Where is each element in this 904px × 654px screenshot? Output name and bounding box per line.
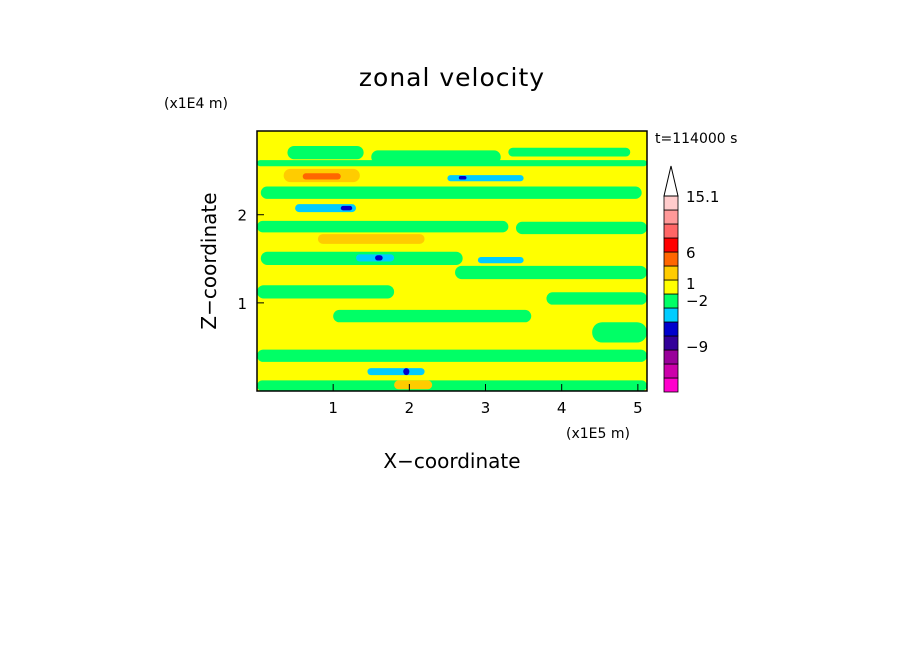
x-tick-label: 1	[328, 399, 338, 417]
time-label: t=114000 s	[655, 131, 737, 147]
colorbar-swatch	[663, 265, 679, 281]
contour-regions	[257, 145, 647, 391]
colorbar-swatch	[663, 237, 679, 253]
contour-region	[257, 349, 647, 362]
contour-region	[340, 205, 353, 211]
contour-region	[257, 380, 647, 391]
colorbar-swatch	[663, 251, 679, 267]
contour-region	[317, 234, 425, 244]
y-tick-label: 2	[237, 207, 247, 225]
colorbar: 15.1 6 1−2 −9	[663, 165, 719, 393]
contour-region	[257, 285, 395, 299]
x-tick-label: 4	[557, 399, 567, 417]
contour-region	[375, 255, 383, 261]
plot-frame	[256, 130, 648, 392]
x-tick-label: 5	[633, 399, 643, 417]
contour-region	[477, 257, 524, 264]
y-tick-label: 1	[237, 295, 247, 313]
contour-region	[508, 147, 631, 157]
x-axis: 1 2 3 4 5	[328, 384, 643, 417]
contour-region	[302, 173, 341, 180]
chart-title: zonal velocity	[359, 63, 545, 92]
contour-region	[371, 150, 501, 164]
x-unit-label: (x1E5 m)	[566, 426, 630, 442]
colorbar-swatch	[663, 363, 679, 379]
contour-region	[447, 175, 524, 182]
contour-region	[287, 145, 364, 160]
contour-region	[257, 220, 509, 233]
x-tick-label: 3	[481, 399, 491, 417]
colorbar-label: 1	[686, 275, 696, 293]
contour-region	[546, 292, 647, 305]
colorbar-label: −2	[686, 292, 708, 310]
x-axis-label: X−coordinate	[383, 449, 520, 473]
colorbar-swatch	[663, 321, 679, 337]
colorbar-label: −9	[686, 338, 708, 356]
colorbar-swatch	[663, 307, 679, 323]
y-axis: 12	[237, 207, 264, 313]
contour-region	[455, 265, 647, 280]
plot-area	[256, 130, 648, 392]
y-axis-label: Z−coordinate	[197, 192, 221, 329]
colorbar-label: 6	[686, 244, 696, 262]
contour-region	[592, 322, 647, 343]
contour-region	[333, 309, 532, 323]
contour-region	[403, 368, 410, 376]
contour-region	[515, 221, 647, 235]
colorbar-swatch	[663, 335, 679, 351]
contour-region	[260, 186, 642, 199]
y-unit-label: (x1E4 m)	[164, 96, 228, 112]
contour-region	[367, 368, 425, 376]
colorbar-swatch	[663, 223, 679, 239]
colorbar-swatch	[663, 349, 679, 365]
colorbar-swatch	[663, 293, 679, 309]
contour-region	[458, 175, 467, 180]
contour-region	[394, 380, 433, 390]
x-tick-label: 2	[405, 399, 415, 417]
colorbar-label: 15.1	[686, 188, 719, 206]
contour-region	[295, 204, 357, 213]
colorbar-swatch	[663, 377, 679, 393]
colorbar-extension-arrow	[663, 165, 679, 197]
colorbar-swatch	[663, 209, 679, 225]
colorbar-swatch	[663, 279, 679, 295]
colorbar-swatch	[663, 195, 679, 211]
